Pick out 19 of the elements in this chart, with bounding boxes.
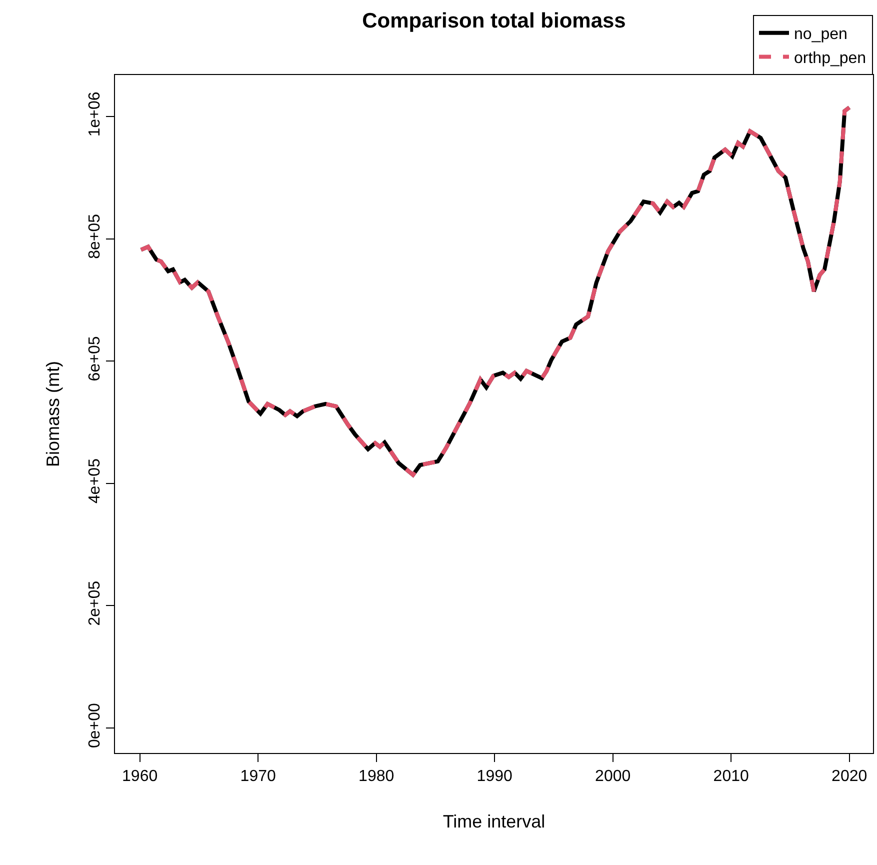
x-tick-label: 1960: [122, 768, 158, 786]
x-axis-title: Time interval: [442, 811, 546, 832]
legend-label: no_pen: [794, 26, 848, 44]
x-tick-label: 2010: [713, 768, 749, 786]
x-tick-label: 2020: [832, 768, 868, 786]
y-axis-title: Biomass (mt): [42, 360, 63, 468]
y-tick-label: 6e+05: [86, 336, 104, 382]
x-tick-label: 1970: [240, 768, 276, 786]
y-tick-label: 4e+05: [86, 458, 104, 504]
x-tick-label: 1990: [476, 768, 512, 786]
y-tick-label: 1e+06: [86, 92, 104, 137]
x-tick-label: 2000: [595, 768, 631, 786]
chart-title: Comparison total biomass: [362, 10, 626, 33]
x-tick-label: 1980: [358, 768, 394, 786]
legend-label: orthp_pen: [794, 50, 866, 67]
y-tick-label: 8e+05: [86, 214, 104, 259]
y-tick-label: 2e+05: [86, 580, 104, 626]
y-tick-label: 0e+00: [86, 702, 104, 748]
line-series: [139, 105, 852, 477]
